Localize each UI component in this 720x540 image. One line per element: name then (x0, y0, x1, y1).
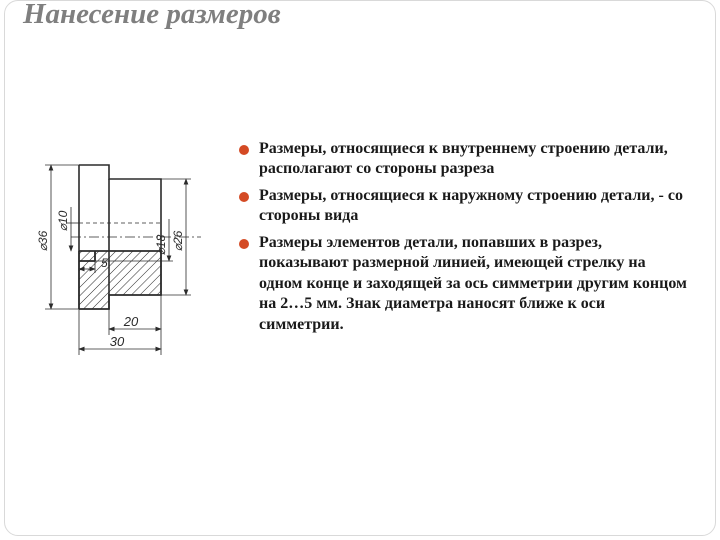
dim-d18: ⌀18 (154, 234, 168, 255)
slide-frame: Нанесение размеров (4, 0, 716, 536)
bullet-list: Размеры, относящиеся к внутреннему строе… (239, 139, 689, 341)
list-item: Размеры, относящиеся к наружному строени… (239, 186, 689, 227)
bullet-text: Размеры, относящиеся к наружному строени… (259, 186, 689, 227)
dim-d36: ⌀36 (36, 230, 50, 251)
dim-l5: 5 (101, 256, 108, 270)
list-item: Размеры элементов детали, попавших в раз… (239, 233, 689, 335)
list-item: Размеры, относящиеся к внутреннему строе… (239, 139, 689, 180)
page-title: Нанесение размеров (23, 0, 281, 29)
technical-drawing: ⌀36 ⌀10 5 ⌀18 (31, 149, 216, 369)
bullet-icon (239, 192, 249, 202)
dim-l30: 30 (110, 334, 125, 349)
dim-d26: ⌀26 (171, 230, 185, 251)
bullet-icon (239, 145, 249, 155)
bullet-icon (239, 239, 249, 249)
bullet-text: Размеры, относящиеся к внутреннему строе… (259, 139, 689, 180)
bullet-text: Размеры элементов детали, попавших в раз… (259, 233, 689, 335)
dim-l20: 20 (123, 314, 139, 329)
dim-d10: ⌀10 (56, 210, 70, 231)
